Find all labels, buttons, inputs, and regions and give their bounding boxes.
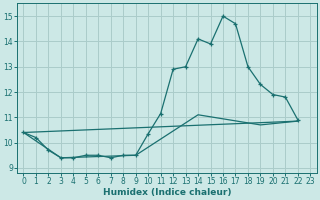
X-axis label: Humidex (Indice chaleur): Humidex (Indice chaleur) (103, 188, 231, 197)
